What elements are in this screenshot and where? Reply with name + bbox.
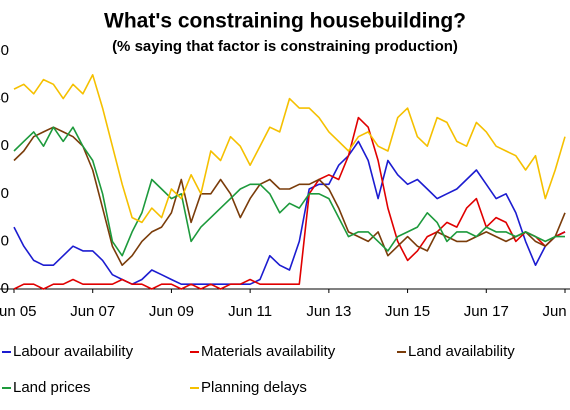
x-tick-label: Jun 07 bbox=[70, 303, 115, 320]
y-tick-label: 50 bbox=[0, 42, 9, 59]
x-tick-label: Jun 19 bbox=[542, 303, 570, 320]
series-line bbox=[13, 126, 565, 257]
legend-label: Materials availability bbox=[201, 343, 336, 360]
legend-label: Land availability bbox=[408, 343, 515, 360]
series-line bbox=[13, 140, 566, 285]
chart-subtitle: (% saying that factor is constraining pr… bbox=[112, 38, 458, 55]
x-tick-label: Jun 13 bbox=[306, 303, 351, 320]
y-tick-label: 0 bbox=[1, 280, 9, 297]
x-tick-label: Jun 09 bbox=[149, 303, 194, 320]
y-tick-label: 20 bbox=[0, 185, 9, 202]
legend-label: Planning delays bbox=[201, 379, 307, 396]
y-tick-label: 30 bbox=[0, 137, 9, 154]
x-tick-label: Jun 15 bbox=[385, 303, 430, 320]
x-tick-label: Jun 05 bbox=[0, 303, 37, 320]
x-tick-label: Jun 17 bbox=[464, 303, 509, 320]
series-line bbox=[13, 126, 566, 266]
y-tick-label: 40 bbox=[0, 90, 9, 107]
legend-label: Labour availability bbox=[13, 343, 134, 360]
legend-label: Land prices bbox=[13, 379, 91, 396]
chart-title: What's constraining housebuilding? bbox=[104, 10, 466, 33]
x-tick-label: Jun 11 bbox=[228, 303, 272, 320]
series-line bbox=[13, 74, 566, 224]
y-tick-label: 10 bbox=[0, 232, 9, 249]
series-line bbox=[13, 116, 566, 290]
